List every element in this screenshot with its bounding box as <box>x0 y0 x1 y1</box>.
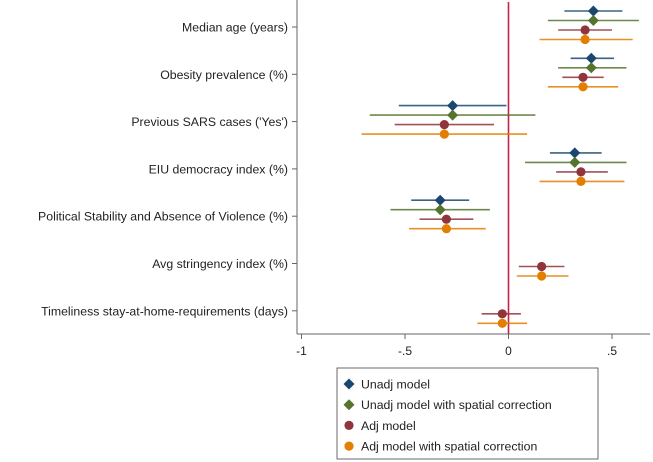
point-estimate <box>576 176 586 186</box>
point-estimate <box>434 194 446 206</box>
category-label: Median age (years) <box>182 21 288 35</box>
point-estimate <box>580 34 590 45</box>
point-estimate <box>537 271 547 281</box>
category-label: Political Stability and Absence of Viole… <box>38 210 288 224</box>
legend-marker <box>344 441 354 451</box>
point-estimate <box>580 25 590 35</box>
category-label: EIU democracy index (%) <box>149 162 288 176</box>
category-label: Avg stringency index (%) <box>152 257 288 271</box>
legend-marker <box>343 378 355 390</box>
point-estimate <box>441 214 451 224</box>
point-estimate <box>537 261 547 272</box>
legend: Unadj model Unadj model with spatial corr… <box>336 367 599 460</box>
x-tick-label: -.5 <box>398 344 412 358</box>
legend-marker <box>344 420 354 430</box>
point-estimate <box>447 109 459 121</box>
point-estimate <box>585 62 597 74</box>
point-estimate <box>587 5 599 17</box>
legend-label: Unadj model <box>361 378 430 392</box>
point-estimate <box>587 15 599 26</box>
category-label: Obesity prevalence (%) <box>160 68 288 82</box>
point-estimate <box>497 309 507 319</box>
x-tick-label: 0 <box>505 344 512 358</box>
point-estimate <box>497 318 507 328</box>
category-label: Previous SARS cases ('Yes') <box>131 115 288 129</box>
point-estimate <box>441 224 451 234</box>
point-estimate <box>439 129 449 139</box>
legend-label: Unadj model with spatial correction <box>361 398 552 412</box>
point-estimate <box>447 100 459 112</box>
point-estimate <box>585 52 597 64</box>
legend-marker <box>343 399 355 411</box>
point-estimate <box>578 72 588 82</box>
category-label: Timeliness stay-at-home-requirements (da… <box>41 304 288 318</box>
point-estimate <box>569 147 581 159</box>
point-estimate <box>434 204 446 216</box>
legend-label: Adj model with spatial correction <box>361 440 537 454</box>
point-estimate <box>439 120 449 130</box>
point-estimate <box>569 156 581 168</box>
point-estimate <box>576 167 586 177</box>
x-tick-label: -1 <box>296 344 307 358</box>
point-estimate <box>578 82 588 92</box>
legend-label: Adj model <box>361 419 416 433</box>
x-tick-label: .5 <box>607 344 617 358</box>
